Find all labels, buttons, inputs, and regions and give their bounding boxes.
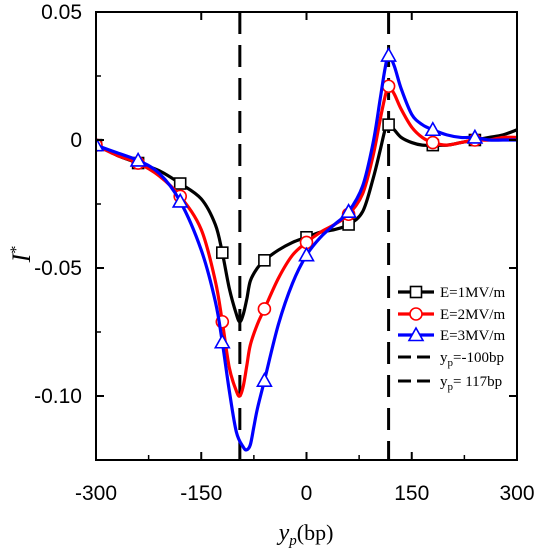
legend-label-rest: = 117bp bbox=[453, 374, 502, 390]
data-point bbox=[258, 254, 271, 267]
legend-marker bbox=[409, 307, 423, 321]
x-tick-label: 300 bbox=[499, 482, 534, 505]
data-point bbox=[173, 177, 187, 190]
x-axis: -300 -150 0 150 300 bbox=[75, 12, 535, 505]
data-point bbox=[382, 118, 395, 131]
legend-label-sub: p bbox=[448, 357, 454, 369]
x-tick-label: -300 bbox=[75, 482, 117, 505]
y-tick-label: -0.05 bbox=[34, 257, 82, 280]
y-axis: -0.10 -0.05 0 0.05 bbox=[34, 1, 517, 461]
legend-label: E=2MV/m bbox=[440, 307, 505, 323]
data-point bbox=[257, 302, 272, 316]
x-axis-var: y bbox=[277, 520, 290, 546]
legend-label-rest: =-100bp bbox=[453, 350, 504, 366]
data-point bbox=[256, 372, 273, 387]
axis-titles: yp(bp) I* bbox=[7, 246, 333, 549]
legend-label: E=3MV/m bbox=[440, 328, 505, 344]
y-tick-label: -0.10 bbox=[34, 385, 82, 408]
y-axis-title: I* bbox=[7, 246, 36, 264]
data-point bbox=[425, 135, 440, 150]
series-group bbox=[96, 46, 517, 452]
legend-label-sub: p bbox=[448, 381, 454, 393]
y-tick-label: 0 bbox=[70, 129, 82, 152]
data-point bbox=[96, 136, 105, 152]
data-point bbox=[424, 121, 442, 137]
legend-label: yp=-100bp bbox=[440, 350, 504, 369]
legend-marker bbox=[407, 326, 425, 342]
x-axis-sub: p bbox=[288, 533, 297, 549]
y-tick-label: 0.05 bbox=[41, 1, 82, 24]
data-point bbox=[380, 46, 397, 62]
data-point bbox=[129, 151, 147, 167]
legend-marker bbox=[409, 285, 423, 299]
data-point bbox=[298, 246, 315, 262]
data-point bbox=[171, 192, 189, 208]
x-tick-label: -150 bbox=[180, 482, 222, 505]
data-point bbox=[340, 203, 357, 218]
legend-label: yp= 117bp bbox=[440, 374, 502, 393]
y-axis-var: I bbox=[7, 252, 36, 263]
data-point bbox=[216, 246, 229, 259]
legend-label-var: y bbox=[440, 350, 448, 366]
legend-label: E=1MV/m bbox=[440, 285, 505, 301]
x-tick-label: 150 bbox=[394, 482, 429, 505]
data-point bbox=[213, 333, 231, 349]
x-axis-unit: (bp) bbox=[297, 520, 334, 545]
y-axis-sup: * bbox=[8, 246, 25, 254]
x-tick-label: 0 bbox=[301, 482, 313, 505]
data-point bbox=[466, 128, 484, 144]
legend-label-var: y bbox=[440, 374, 448, 390]
x-axis-title: yp(bp) bbox=[277, 520, 334, 549]
